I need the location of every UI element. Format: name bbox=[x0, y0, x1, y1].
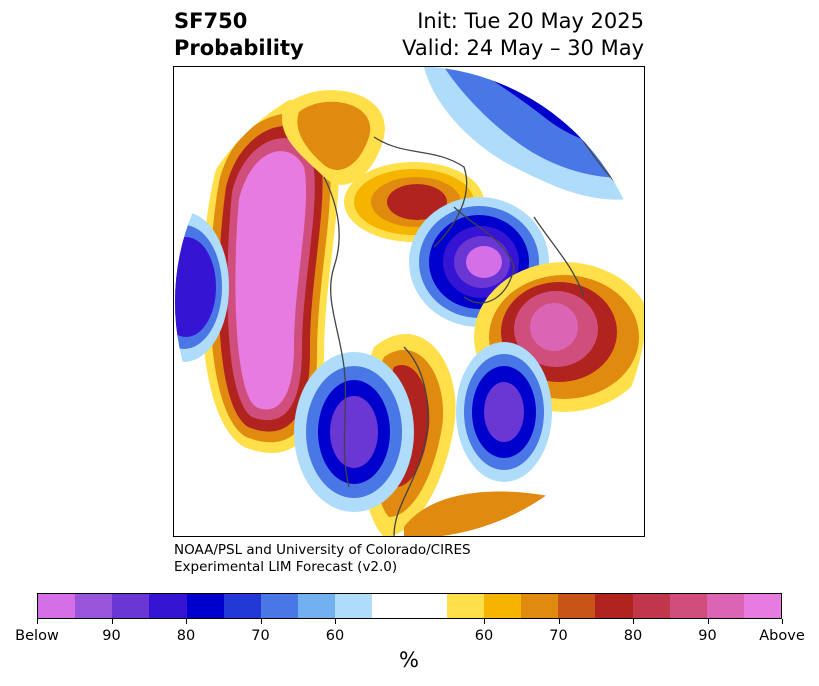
colorbar-tick-label: Above bbox=[759, 628, 805, 644]
colorbar-segment bbox=[446, 594, 484, 618]
colorbar-segment bbox=[223, 594, 261, 618]
colorbar-tick-label: 80 bbox=[176, 628, 196, 644]
colorbar-tick-label: 90 bbox=[102, 628, 121, 644]
colorbar-tick-label: 60 bbox=[474, 628, 494, 644]
colorbar-tick-mark bbox=[782, 619, 783, 624]
colorbar-tick-mark bbox=[260, 619, 262, 624]
colorbar bbox=[37, 593, 782, 619]
colorbar-tick-mark bbox=[558, 619, 560, 624]
colorbar-segment bbox=[706, 594, 744, 618]
colorbar-tick-label: 80 bbox=[623, 628, 643, 644]
valid-dates: Valid: 24 May – 30 May bbox=[402, 36, 644, 60]
map-frame bbox=[173, 66, 645, 537]
credit-line-1: NOAA/PSL and University of Colorado/CIRE… bbox=[174, 542, 471, 558]
variable-name: SF750 bbox=[174, 9, 248, 33]
colorbar-tick-mark bbox=[111, 619, 113, 624]
colorbar-segment bbox=[75, 594, 113, 618]
colorbar-segment bbox=[149, 594, 187, 618]
colorbar-segment bbox=[335, 594, 373, 618]
colorbar-segment bbox=[669, 594, 707, 618]
colorbar-segment bbox=[743, 594, 782, 618]
colorbar-segment bbox=[186, 594, 224, 618]
product-name: Probability bbox=[174, 36, 304, 60]
colorbar-tick-mark bbox=[37, 619, 38, 624]
colorbar-segment bbox=[260, 594, 299, 618]
colorbar-tick-label: 70 bbox=[251, 628, 270, 644]
colorbar-segment bbox=[483, 594, 522, 618]
colorbar-segment bbox=[595, 594, 633, 618]
colorbar-tick-label: 60 bbox=[325, 628, 345, 644]
colorbar-segment bbox=[38, 594, 76, 618]
forecast-map bbox=[175, 67, 644, 536]
init-date: Init: Tue 20 May 2025 bbox=[417, 9, 644, 33]
colorbar-segment bbox=[558, 594, 596, 618]
anomaly-north-pacific bbox=[201, 99, 339, 454]
colorbar-tick-mark bbox=[633, 619, 634, 624]
title-left: SF750 Probability bbox=[174, 8, 304, 62]
colorbar-tick-mark bbox=[484, 619, 485, 624]
anomaly-north-atlantic bbox=[456, 342, 552, 482]
colorbar-tick-label: 90 bbox=[698, 628, 717, 644]
colorbar-tick-mark bbox=[707, 619, 709, 624]
anomaly-western-usa bbox=[294, 352, 414, 512]
anomaly-pacific-west bbox=[175, 212, 229, 362]
colorbar-segment bbox=[372, 594, 410, 618]
colorbar-tick-mark bbox=[335, 619, 336, 624]
credit-line-2: Experimental LIM Forecast (v2.0) bbox=[174, 559, 398, 575]
colorbar-segment bbox=[112, 594, 150, 618]
colorbar-segment bbox=[298, 594, 336, 618]
colorbar-unit: % bbox=[399, 648, 419, 672]
colorbar-segment bbox=[409, 594, 447, 618]
title-right: Init: Tue 20 May 2025 Valid: 24 May – 30… bbox=[402, 8, 644, 62]
colorbar-segment bbox=[521, 594, 559, 618]
colorbar-segment bbox=[632, 594, 670, 618]
anomaly-alaska bbox=[282, 90, 385, 185]
credit: NOAA/PSL and University of Colorado/CIRE… bbox=[174, 542, 471, 576]
colorbar-tick-mark bbox=[186, 619, 187, 624]
colorbar-tick-label: Below bbox=[15, 628, 59, 644]
colorbar-tick-label: 70 bbox=[549, 628, 568, 644]
